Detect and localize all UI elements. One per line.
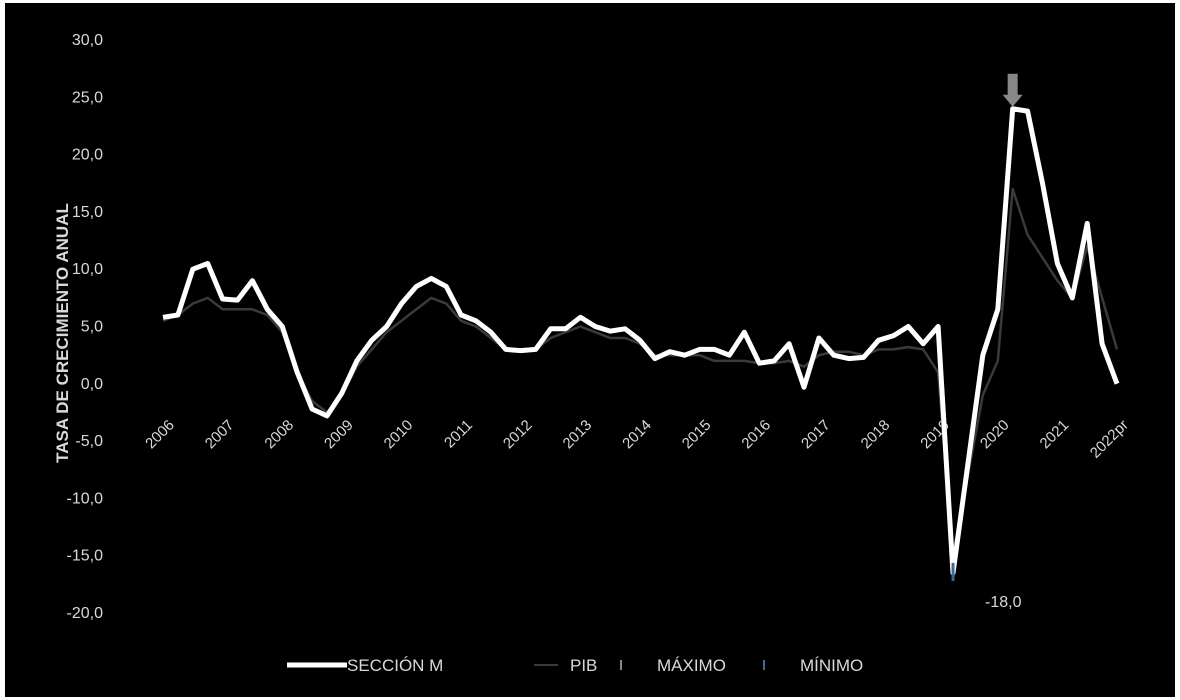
y-tick-label: 25,0 <box>72 89 103 106</box>
x-tick-label: 2017 <box>798 417 834 453</box>
legend-label: SECCIÓN M <box>347 656 443 675</box>
y-tick-label: -10,0 <box>67 490 104 507</box>
x-axis-ticks: 2006 2007 2008 2009 2010 2011 2012 2013 2014 2015… <box>142 417 1132 462</box>
y-tick-label: -20,0 <box>67 605 104 622</box>
y-axis-ticks: 30,0 25,0 20,0 15,0 10,0 5,0 0,0 -5,0 -10,0 -15,0… <box>67 32 104 622</box>
x-tick-label: 2007 <box>202 417 238 453</box>
x-tick-label: 2016 <box>738 417 774 453</box>
maximo-marker-arrow <box>1002 94 1023 107</box>
y-tick-label: 15,0 <box>72 204 103 221</box>
y-tick-label: 20,0 <box>72 147 103 164</box>
y-axis-label: TASA DE CRECIMIENTO ANUAL <box>53 203 72 463</box>
x-tick-label: 2015 <box>679 417 715 453</box>
y-tick-label: 30,0 <box>72 32 103 49</box>
y-axis-title-group: TASA DE CRECIMIENTO ANUAL <box>53 203 72 463</box>
legend-label: MÁXIMO <box>657 656 726 675</box>
legend-label: MÍNIMO <box>800 656 863 675</box>
series-line-seccion-m <box>162 106 1120 576</box>
x-tick-label: 2010 <box>381 417 417 453</box>
maximo-marker-shaft <box>1007 73 1018 96</box>
y-tick-label: -5,0 <box>75 433 103 450</box>
x-tick-label: 2014 <box>619 417 655 453</box>
line-chart: TASA DE CRECIMIENTO ANUAL 30,0 25,0 20,0 15… <box>53 32 1132 675</box>
y-tick-label: 5,0 <box>81 319 103 336</box>
legend: SECCIÓN M PIB MÁXIMO MÍNIMO <box>287 656 863 675</box>
marker-layer: -18,0 <box>951 73 1023 611</box>
x-tick-label: 2008 <box>261 417 297 453</box>
series-layer <box>162 106 1120 576</box>
legend-label: PIB <box>570 656 597 675</box>
x-tick-label: 2006 <box>142 417 178 453</box>
y-tick-label: -15,0 <box>67 548 104 565</box>
minimo-value-label: -18,0 <box>985 594 1022 611</box>
y-tick-label: 0,0 <box>81 376 103 393</box>
x-tick-label: 2009 <box>321 417 357 453</box>
x-tick-label: 2020 <box>977 417 1013 453</box>
x-tick-label: 2018 <box>858 417 894 453</box>
y-tick-label: 10,0 <box>72 261 103 278</box>
chart-frame: TASA DE CRECIMIENTO ANUAL 30,0 25,0 20,0 15… <box>5 3 1175 697</box>
x-tick-label: 2021 <box>1037 417 1073 453</box>
x-tick-label: 2012 <box>500 417 536 453</box>
series-line-pib <box>162 187 1119 557</box>
x-tick-label: 2013 <box>560 417 596 453</box>
x-tick-label: 2011 <box>441 417 476 452</box>
x-tick-label: 2022pr <box>1087 417 1132 462</box>
